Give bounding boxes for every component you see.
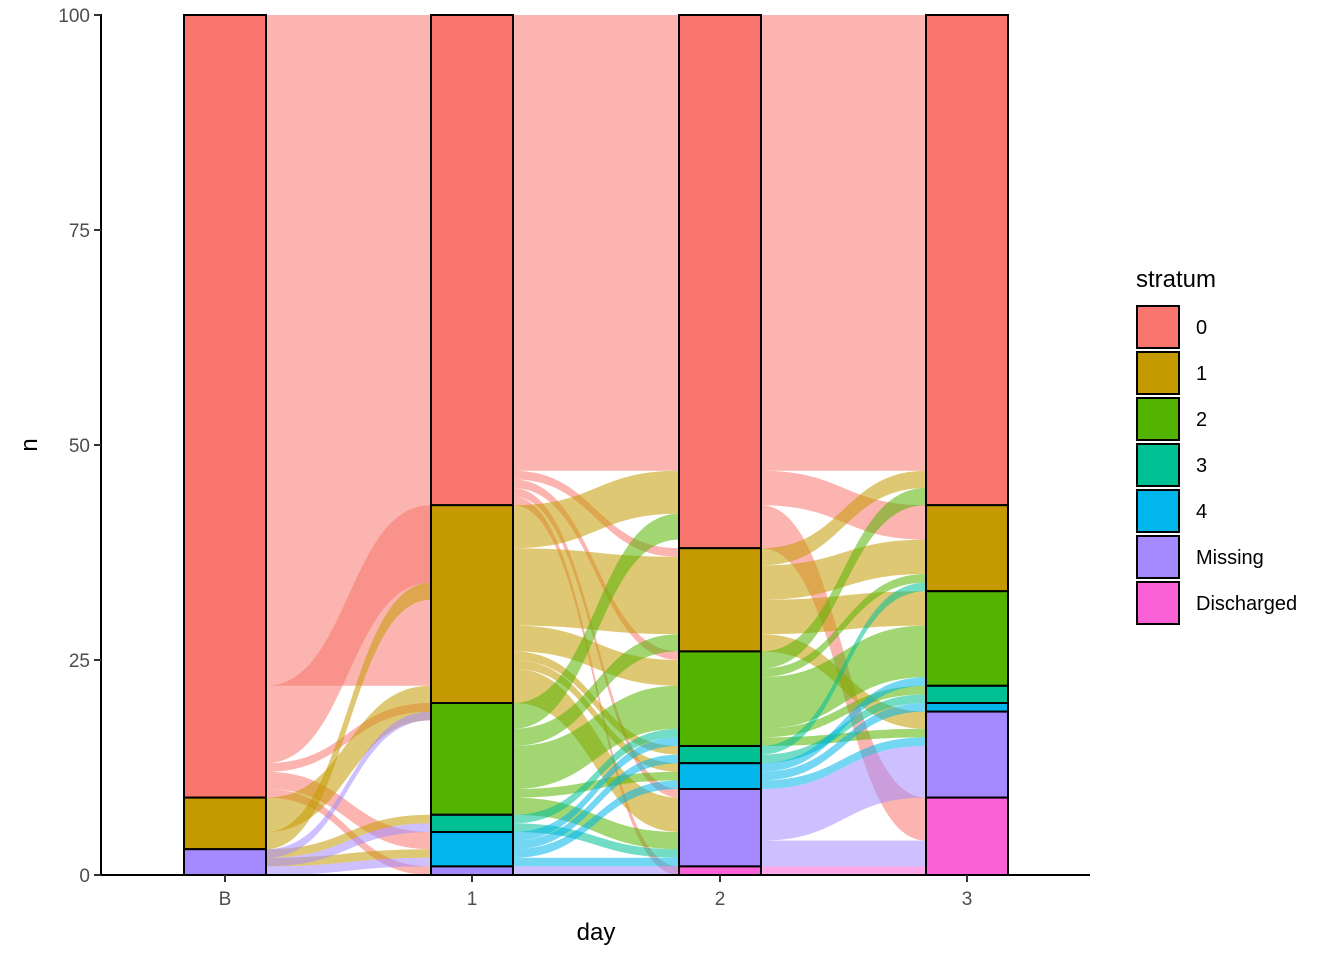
legend-label-4: 4 xyxy=(1196,501,1207,523)
legend-key-3 xyxy=(1136,443,1180,487)
stratum-3-3 xyxy=(925,684,1009,704)
stratum-3-2 xyxy=(925,590,1009,687)
legend: stratum 0 1 2 3 4 Missing Discharged xyxy=(1136,266,1297,625)
flow-1-1-to-2-0 xyxy=(513,470,679,549)
flow-1-2-to-2-1 xyxy=(513,634,679,746)
flow-2-2-to-3-2 xyxy=(761,625,926,729)
x-tick-label-1: 1 xyxy=(467,889,478,910)
y-tick-label-25: 25 xyxy=(69,651,90,672)
stratum-2-3 xyxy=(678,745,762,765)
flow-1-2-to-2-0 xyxy=(513,513,679,729)
stratum-B-Missing xyxy=(183,848,267,877)
legend-key-2 xyxy=(1136,397,1180,441)
legend-label-Missing: Missing xyxy=(1196,547,1264,569)
flow-B-1-to-1-3 xyxy=(266,814,431,858)
stratum-1-4 xyxy=(430,831,514,868)
flow-2-2-to-3-1 xyxy=(761,574,926,678)
legend-key-0 xyxy=(1136,305,1180,349)
x-tick-label-2: 2 xyxy=(715,889,726,910)
stratum-1-1 xyxy=(430,504,514,705)
flow-2-4-to-3-4 xyxy=(761,703,926,781)
flow-2-3-to-3-3 xyxy=(761,694,926,764)
flow-1-4-to-2-2 xyxy=(513,737,679,841)
y-tick-label-75: 75 xyxy=(69,221,90,242)
flow-1-0-to-2-0 xyxy=(513,15,679,471)
flow-1-2-to-2-2 xyxy=(513,685,679,789)
legend-key-Discharged xyxy=(1136,581,1180,625)
flow-1-1-to-2-1 xyxy=(513,548,679,635)
y-tick-label-50: 50 xyxy=(69,436,90,457)
stratum-2-Missing xyxy=(678,788,762,868)
legend-label-2: 2 xyxy=(1196,409,1207,431)
stratum-3-4 xyxy=(925,702,1009,713)
stratum-2-2 xyxy=(678,650,762,748)
flows-layer xyxy=(266,15,926,875)
flow-2-4-to-3-2 xyxy=(761,677,926,772)
flow-2-1-to-3-1 xyxy=(761,539,926,600)
legend-label-3: 3 xyxy=(1196,455,1207,477)
stratum-2-0 xyxy=(678,14,762,550)
flow-2-3-to-3-1 xyxy=(761,582,926,755)
stratum-2-1 xyxy=(678,547,762,653)
legend-key-Missing xyxy=(1136,535,1180,579)
x-tick-label-B: B xyxy=(219,889,232,910)
stratum-2-Discharged xyxy=(678,865,762,877)
stratum-2-4 xyxy=(678,762,762,791)
flow-B-1-to-1-0 xyxy=(266,685,431,832)
flow-1-4-to-2-4 xyxy=(513,780,679,858)
flow-1-Missing-to-2-Missing xyxy=(513,866,679,875)
stratum-3-Missing xyxy=(925,710,1009,799)
legend-key-4 xyxy=(1136,489,1180,533)
legend-label-0: 0 xyxy=(1196,317,1207,339)
flow-1-1-to-2-2 xyxy=(513,625,679,686)
legend-key-1 xyxy=(1136,351,1180,395)
legend-label-1: 1 xyxy=(1196,363,1207,385)
x-tick-label-3: 3 xyxy=(962,889,973,910)
flow-2-2-to-3-0 xyxy=(761,488,926,669)
y-axis-title: n xyxy=(16,438,43,451)
flow-2-1-to-3-0 xyxy=(761,470,926,566)
stratum-B-0 xyxy=(183,14,267,799)
flow-2-Missing-to-3-Discharged xyxy=(761,840,926,867)
stratum-3-0 xyxy=(925,14,1009,507)
flow-2-2-to-3-3 xyxy=(761,685,926,738)
flow-1-4-to-2-Missing xyxy=(513,857,679,867)
flow-B-0-to-1-0 xyxy=(266,15,431,686)
x-axis-title: day xyxy=(577,919,616,946)
flow-1-3-to-2-2 xyxy=(513,728,679,824)
flow-1-2-to-2-4 xyxy=(513,771,679,798)
stacks-layer xyxy=(183,14,1009,877)
flow-2-4-to-3-Missing xyxy=(761,737,926,789)
y-tick-label-100: 100 xyxy=(58,6,90,27)
stratum-1-Missing xyxy=(430,865,514,877)
stratum-B-1 xyxy=(183,796,267,851)
flow-B-0-to-1-2 xyxy=(266,703,431,772)
flow-B-Missing-to-1-3 xyxy=(266,823,431,867)
flow-B-0-to-1-1 xyxy=(266,505,431,764)
flow-B-Missing-to-1-4 xyxy=(266,857,431,875)
axes-layer: 0 25 50 75 100 B 1 2 3 xyxy=(58,6,1090,910)
stratum-1-2 xyxy=(430,702,514,816)
legend-title: stratum xyxy=(1136,266,1216,293)
stratum-3-1 xyxy=(925,504,1009,593)
flow-2-Missing-to-3-Missing xyxy=(761,746,926,841)
y-tick-label-0: 0 xyxy=(79,866,90,887)
flow-B-1-to-1-1 xyxy=(266,582,431,850)
flow-1-1-to-2-3 xyxy=(513,651,679,755)
legend-label-Discharged: Discharged xyxy=(1196,593,1297,615)
stratum-3-Discharged xyxy=(925,796,1009,876)
stratum-1-0 xyxy=(430,14,514,507)
flow-B-Missing-to-1-2 xyxy=(266,711,431,858)
flow-2-0-to-3-0 xyxy=(761,15,926,471)
flow-1-4-to-2-3 xyxy=(513,754,679,850)
flow-2-Discharged-to-3-Discharged xyxy=(761,866,926,875)
stratum-1-3 xyxy=(430,813,514,833)
